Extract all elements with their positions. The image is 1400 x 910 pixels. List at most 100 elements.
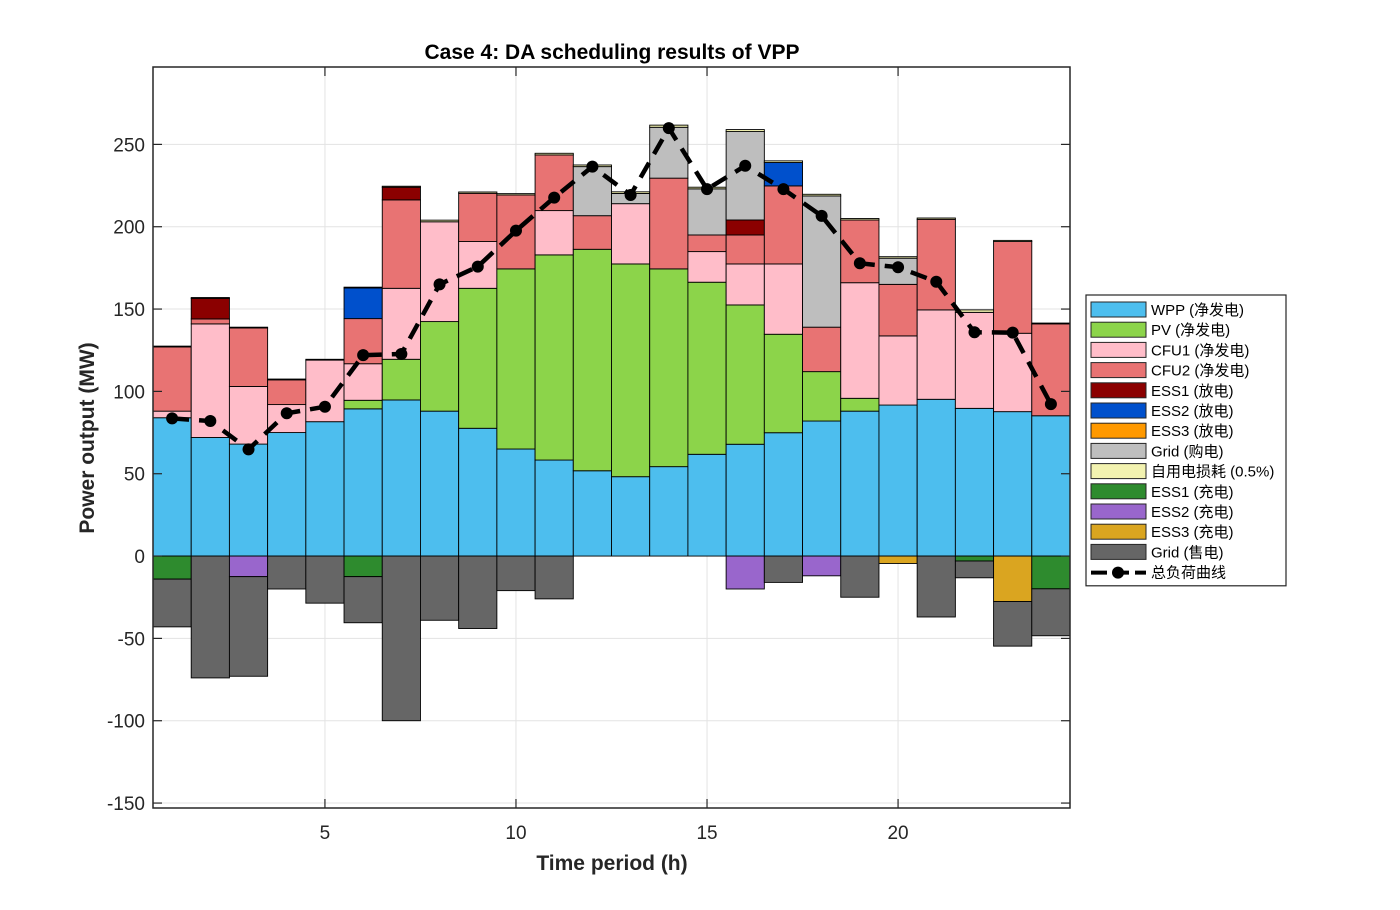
y-tick-label: -50: [118, 629, 145, 650]
bar-segment-grid-h9: [458, 555, 498, 629]
bar-segment-pv-h6: [343, 399, 383, 410]
x-tick-label: 5: [320, 823, 331, 844]
legend-label: 总负荷曲线: [1151, 565, 1226, 582]
legend-label: 自用电损耗 (0.5%): [1151, 464, 1274, 481]
bar-segment-ess1-h6: [343, 555, 383, 578]
bar-segment-wpp-h14: [649, 466, 689, 557]
bar-segment-ess2-h6: [343, 287, 383, 320]
legend-label: ESS1 (放电): [1151, 383, 1234, 400]
load-curve-marker: [395, 348, 408, 361]
bar-segment-cfu2-h1: [152, 346, 192, 412]
load-curve-marker: [204, 415, 217, 428]
bar-segment-pv-h10: [496, 268, 536, 450]
bar-segment-cfu2-h9: [458, 192, 498, 242]
bar-segment-wpp-h4: [267, 432, 307, 557]
load-curve-marker: [242, 443, 255, 456]
load-curve-marker: [166, 412, 179, 425]
bar-segment--0-5-h17: [763, 160, 803, 163]
bar-segment--0-5-h7: [381, 185, 421, 188]
bar-segment-pv-h18: [802, 371, 842, 422]
bar-segment--0-5-h21: [916, 217, 956, 220]
bar-segment-wpp-h20: [878, 404, 918, 557]
bar-segment-grid-h4: [267, 555, 307, 590]
legend-label: ESS2 (充电): [1151, 504, 1234, 521]
bar-segment--0-5-h18: [802, 193, 842, 197]
load-curve-marker: [509, 224, 522, 237]
bar-segment--0-5-h24: [1031, 322, 1071, 325]
bar-segment--0-5-h3: [228, 326, 269, 329]
legend-swatch: [1090, 341, 1147, 358]
bar-segment-wpp-h12: [572, 470, 612, 557]
load-curve-marker: [624, 188, 637, 201]
bar-segment-wpp-h9: [458, 427, 498, 557]
bar-segment-wpp-h1: [152, 417, 192, 557]
legend-label: Grid (售电): [1151, 544, 1224, 561]
bar-segment-cfu2-h23: [993, 241, 1033, 334]
bar-segment--0-5-h8: [420, 219, 460, 223]
bar-segment-cfu1-h11: [534, 210, 574, 256]
bar-segment-pv-h19: [840, 397, 880, 412]
bar-segment--0-5-h10: [496, 193, 536, 196]
legend-label: CFU2 (净发电): [1151, 363, 1249, 380]
bar-segment-wpp-h6: [343, 408, 383, 557]
bar-segment-wpp-h10: [496, 448, 536, 557]
bar-segment-grid-h22: [954, 560, 995, 579]
load-curve-marker: [357, 349, 370, 362]
legend-label: Grid (购电): [1151, 443, 1224, 460]
load-curve-marker: [815, 209, 828, 222]
bar-segment-wpp-h16: [725, 443, 765, 557]
bar-segment-cfu1-h15: [687, 251, 727, 283]
bar-segment-wpp-h13: [611, 476, 651, 557]
bar-segment-ess2-h18: [802, 555, 842, 577]
y-tick-label: 200: [113, 218, 145, 239]
x-tick-label: 10: [505, 823, 526, 844]
load-curve-marker: [777, 183, 790, 196]
legend: WPP (净发电) PV (净发电) CFU1 (净发电) CFU2 (净发电) ESS…: [1085, 294, 1287, 587]
load-curve-marker: [853, 257, 866, 270]
bar-segment-wpp-h21: [916, 398, 956, 557]
bar-segment--0-5-h11: [534, 152, 574, 156]
bar-segment-grid-h5: [305, 555, 345, 604]
bar-segment-cfu1-h17: [763, 263, 803, 335]
legend-label: ESS2 (放电): [1151, 403, 1234, 420]
bar-segment--0-5-h19: [840, 218, 880, 221]
legend-line-marker: [1112, 566, 1124, 579]
bar-segment-ess1-h2: [190, 297, 230, 320]
legend-swatch: [1090, 483, 1147, 500]
legend-label: CFU1 (净发电): [1151, 342, 1249, 359]
bar-segment-wpp-h5: [305, 421, 345, 557]
load-curve-marker: [701, 183, 714, 196]
y-tick-label: -150: [107, 794, 145, 815]
load-curve-marker: [471, 260, 484, 273]
bar-segment-ess3-h20: [878, 555, 918, 564]
legend-swatch: [1090, 382, 1147, 399]
bar-segment-wpp-h18: [802, 420, 842, 557]
bar-segment-wpp-h19: [840, 410, 880, 557]
bar-segment-grid-h21: [916, 555, 956, 618]
bar-segment-grid-h17: [763, 555, 803, 583]
bar-segment-cfu1-h3: [228, 386, 269, 445]
bar-segment-grid-h2: [190, 555, 230, 679]
load-curve-marker: [930, 275, 943, 288]
bar-segment-cfu2-h16: [725, 234, 765, 265]
bar-segment-grid-h6: [343, 576, 383, 624]
bar-segment--0-5-h2: [190, 297, 230, 299]
x-tick-label: 15: [696, 823, 717, 844]
bar-segment-grid-h1: [152, 578, 192, 628]
legend-swatch: [1090, 321, 1147, 338]
legend-swatch: [1090, 442, 1147, 459]
load-curve-marker: [968, 326, 981, 339]
load-curve-marker: [892, 261, 905, 274]
legend-label: ESS3 (充电): [1151, 524, 1234, 541]
bar-segment-cfu1-h20: [878, 335, 918, 406]
y-tick-label: 150: [113, 300, 145, 321]
bar-segment-cfu2-h7: [381, 199, 421, 289]
bar-segment--0-5-h9: [458, 191, 498, 194]
bar-segment-grid-h19: [840, 555, 880, 598]
bar-segment-pv-h8: [420, 321, 460, 412]
bar-segment-grid-h8: [420, 555, 460, 621]
x-tick-label: 20: [887, 823, 908, 844]
bar-segment-wpp-h23: [993, 411, 1033, 557]
legend-label: WPP (净发电): [1151, 302, 1244, 319]
bar-segment-pv-h17: [763, 333, 803, 434]
